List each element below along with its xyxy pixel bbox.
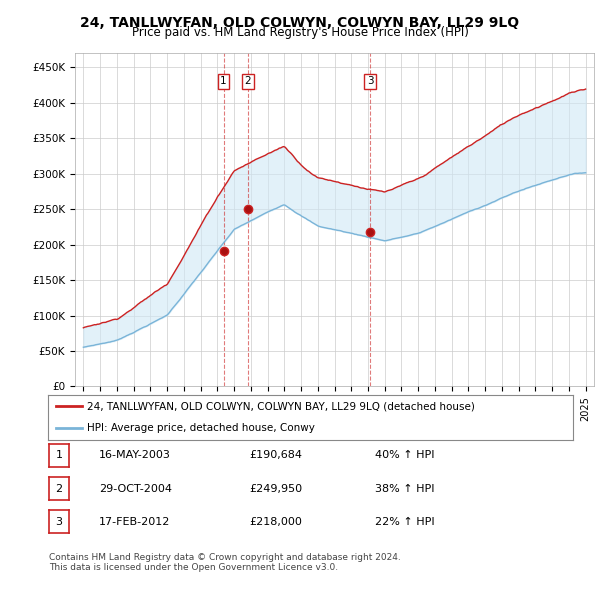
Text: 24, TANLLWYFAN, OLD COLWYN, COLWYN BAY, LL29 9LQ (detached house): 24, TANLLWYFAN, OLD COLWYN, COLWYN BAY, … (88, 401, 475, 411)
Text: 3: 3 (56, 517, 62, 526)
Text: Price paid vs. HM Land Registry's House Price Index (HPI): Price paid vs. HM Land Registry's House … (131, 26, 469, 39)
Text: 29-OCT-2004: 29-OCT-2004 (99, 484, 172, 493)
Text: This data is licensed under the Open Government Licence v3.0.: This data is licensed under the Open Gov… (49, 563, 338, 572)
Text: 22% ↑ HPI: 22% ↑ HPI (375, 517, 434, 526)
Text: £249,950: £249,950 (249, 484, 302, 493)
Text: 38% ↑ HPI: 38% ↑ HPI (375, 484, 434, 493)
Text: 17-FEB-2012: 17-FEB-2012 (99, 517, 170, 526)
Text: £190,684: £190,684 (249, 451, 302, 460)
Text: HPI: Average price, detached house, Conwy: HPI: Average price, detached house, Conw… (88, 424, 315, 434)
Text: 40% ↑ HPI: 40% ↑ HPI (375, 451, 434, 460)
Text: £218,000: £218,000 (249, 517, 302, 526)
Text: 2: 2 (56, 484, 62, 493)
Text: 24, TANLLWYFAN, OLD COLWYN, COLWYN BAY, LL29 9LQ: 24, TANLLWYFAN, OLD COLWYN, COLWYN BAY, … (80, 16, 520, 30)
Text: Contains HM Land Registry data © Crown copyright and database right 2024.: Contains HM Land Registry data © Crown c… (49, 553, 401, 562)
Text: 3: 3 (367, 77, 373, 87)
Text: 16-MAY-2003: 16-MAY-2003 (99, 451, 171, 460)
Text: 2: 2 (245, 77, 251, 87)
Text: 1: 1 (220, 77, 227, 87)
Text: 1: 1 (56, 451, 62, 460)
